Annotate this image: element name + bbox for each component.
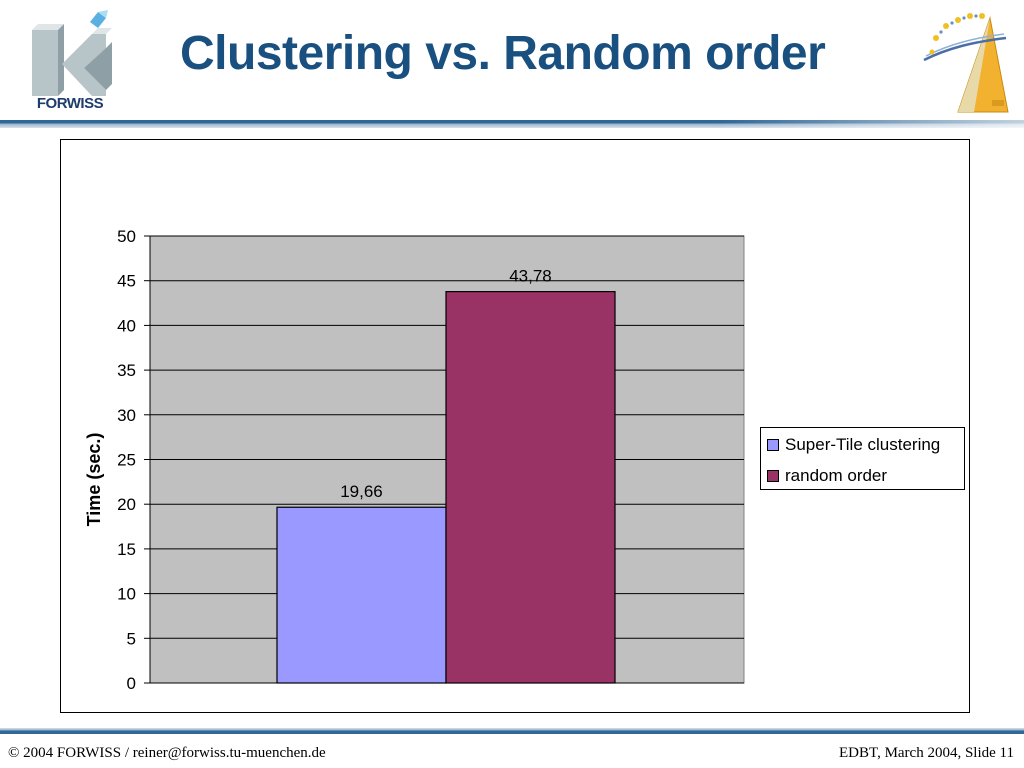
- footer-divider: [0, 728, 1024, 734]
- bar-0: [276, 506, 447, 684]
- y-tick-label: 40: [117, 316, 136, 335]
- page-title: Clustering vs. Random order: [180, 27, 826, 80]
- legend-item-super-tile: Super-Tile clustering: [767, 435, 940, 455]
- bar-1: [445, 291, 616, 684]
- forwiss-logo-text: FORWISS: [36, 95, 104, 112]
- y-tick-label: 35: [117, 361, 136, 380]
- footer-slide-info: EDBT, March 2004, Slide 11: [839, 745, 1014, 761]
- y-tick-label: 45: [117, 272, 136, 291]
- legend-swatch-random-order: [767, 470, 779, 482]
- edbt-triangle-logo-icon: [923, 13, 1009, 113]
- y-tick-label: 0: [127, 674, 136, 693]
- y-tick-label: 20: [117, 495, 136, 514]
- y-axis-title: Time (sec.): [84, 433, 104, 527]
- data-label-1: 43,78: [509, 267, 552, 286]
- legend-label-random-order: random order: [785, 466, 888, 485]
- legend-swatch-super-tile: [767, 439, 779, 451]
- data-label-0: 19,66: [340, 482, 383, 501]
- y-tick-label: 15: [117, 540, 136, 559]
- y-tick-label: 25: [117, 451, 136, 470]
- forwiss-logo-icon: [32, 10, 112, 96]
- y-tick-label: 10: [117, 585, 136, 604]
- footer-copyright: © 2004 FORWISS / reiner@forwiss.tu-muenc…: [8, 745, 326, 761]
- legend-item-random-order: random order: [767, 466, 887, 486]
- legend-label-super-tile: Super-Tile clustering: [785, 435, 941, 454]
- y-tick-label: 50: [117, 227, 136, 246]
- y-tick-label: 30: [117, 406, 136, 425]
- chart-legend: Super-Tile clustering random order: [760, 427, 965, 490]
- y-tick-label: 5: [127, 629, 136, 648]
- header-divider-fade: [0, 120, 1024, 128]
